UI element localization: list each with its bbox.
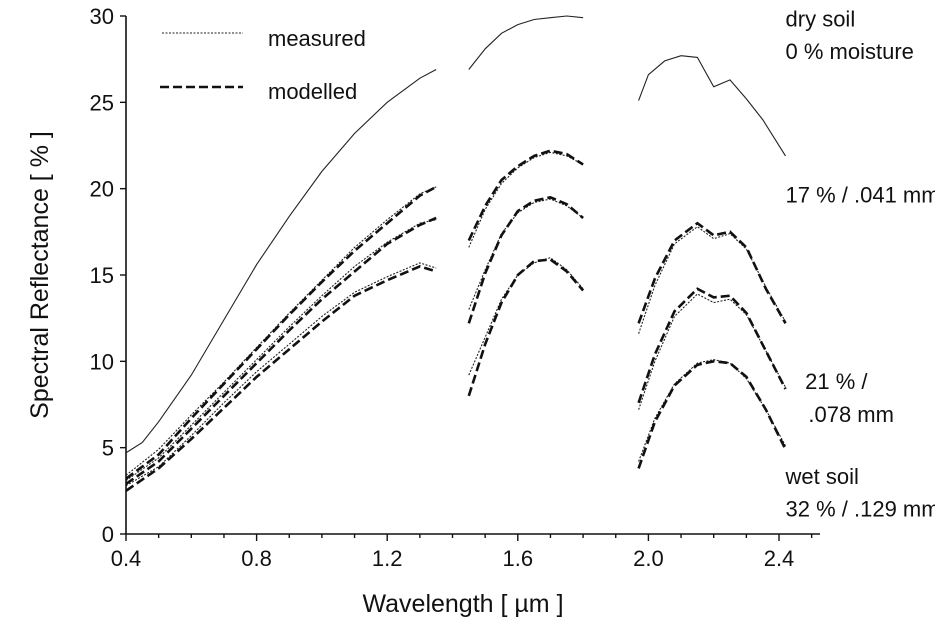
series-3-measured-segment-1: [468, 198, 584, 310]
y-tick-label: 25: [90, 90, 114, 115]
annotations: dry soil 0 % moisture 17 % / .041 mm 21 % /…: [785, 6, 935, 521]
series-0-measured-segment-0: [125, 69, 437, 454]
series-2-modelled-segment-2: [637, 221, 787, 324]
y-tick-label: 10: [90, 349, 114, 374]
series-5-measured-segment-2: [638, 359, 786, 462]
annotation-label: wet soil: [785, 464, 859, 489]
series-3-measured-segment-0: [125, 219, 437, 481]
y-tick-label: 30: [90, 4, 114, 29]
x-axis-title: Wavelength [ µm ]: [362, 590, 563, 618]
y-tick-label: 5: [102, 436, 114, 461]
y-ticks: 0 5 10 15 20 25 30: [90, 4, 126, 547]
x-tick-label: 2.4: [764, 546, 795, 571]
annotation-label: dry soil: [786, 6, 856, 31]
series-3-measured-segment-2: [638, 293, 786, 410]
legend-measured-label: measured: [268, 26, 366, 51]
annotation-label: 32 % / .129 mm: [786, 497, 935, 522]
series-1-measured-segment-0: [125, 186, 437, 476]
x-tick-label: 1.6: [503, 546, 534, 571]
annotation-label: 21 % /: [805, 369, 868, 394]
legend-modelled-label: modelled: [268, 79, 357, 104]
y-tick-label: 15: [90, 263, 114, 288]
series-6-modelled-segment-2: [637, 359, 787, 469]
series-2-modelled-segment-0: [125, 185, 437, 480]
x-tick-label: 0.8: [241, 546, 272, 571]
series-1-measured-segment-2: [638, 226, 786, 334]
plot-lines: [125, 15, 787, 492]
x-tick-label: 2.0: [633, 546, 664, 571]
series-1-measured-segment-1: [468, 151, 584, 248]
annotation-label: 17 % / .041 mm: [786, 182, 935, 207]
series-0-measured-segment-2: [638, 55, 786, 157]
y-tick-label: 20: [90, 177, 114, 202]
series-6-modelled-segment-1: [467, 258, 585, 397]
series-6-modelled-segment-0: [125, 265, 437, 492]
y-tick-label: 0: [102, 522, 114, 547]
series-4-modelled-segment-1: [467, 195, 584, 324]
series-4-modelled-segment-2: [637, 287, 787, 404]
series-5-measured-segment-0: [125, 262, 437, 487]
x-tick-label: 1.2: [372, 546, 403, 571]
x-ticks: 0.4 0.8 1.2 1.6 2.0 2.4: [111, 534, 813, 571]
y-axis-title: Spectral Reflectance [ % ]: [26, 131, 54, 419]
series-5-measured-segment-1: [468, 257, 584, 376]
annotation-label: .078 mm: [808, 402, 894, 427]
series-2-modelled-segment-1: [467, 149, 584, 242]
legend: measured modelled: [160, 26, 366, 104]
series-4-modelled-segment-0: [125, 216, 437, 485]
x-tick-label: 0.4: [111, 546, 142, 571]
series-0-measured-segment-1: [468, 15, 584, 70]
annotation-label: 0 % moisture: [786, 39, 914, 64]
